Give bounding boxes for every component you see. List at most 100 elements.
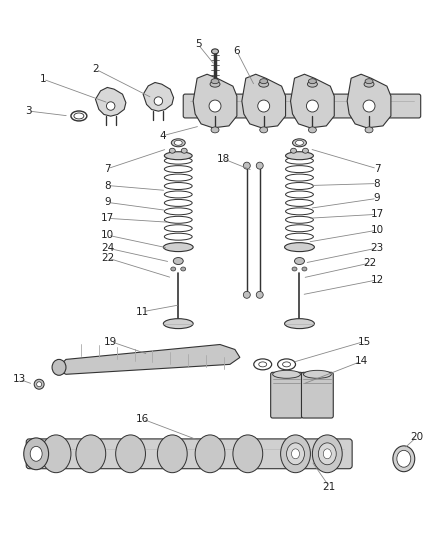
Ellipse shape — [291, 449, 299, 459]
Text: 6: 6 — [233, 46, 240, 56]
Ellipse shape — [309, 79, 316, 84]
Text: 20: 20 — [410, 432, 423, 442]
Ellipse shape — [259, 81, 269, 87]
Ellipse shape — [295, 140, 303, 146]
Polygon shape — [193, 74, 237, 128]
Ellipse shape — [292, 139, 306, 147]
Polygon shape — [242, 74, 285, 128]
Ellipse shape — [154, 97, 163, 106]
Ellipse shape — [273, 370, 301, 378]
Ellipse shape — [37, 382, 42, 387]
Polygon shape — [96, 87, 126, 116]
FancyBboxPatch shape — [183, 94, 421, 118]
Ellipse shape — [173, 257, 183, 264]
Ellipse shape — [363, 100, 375, 112]
Text: 9: 9 — [104, 197, 111, 207]
FancyBboxPatch shape — [26, 439, 352, 469]
Ellipse shape — [174, 140, 182, 146]
Text: 2: 2 — [93, 64, 99, 74]
Ellipse shape — [181, 148, 187, 153]
Ellipse shape — [302, 267, 307, 271]
Text: 15: 15 — [357, 336, 371, 346]
Ellipse shape — [285, 152, 313, 160]
Ellipse shape — [210, 81, 220, 87]
Ellipse shape — [163, 243, 193, 252]
Ellipse shape — [303, 370, 331, 378]
Ellipse shape — [284, 243, 314, 252]
Ellipse shape — [195, 435, 225, 473]
Ellipse shape — [281, 435, 310, 473]
Text: 3: 3 — [25, 106, 31, 116]
Text: 11: 11 — [136, 306, 149, 317]
Ellipse shape — [365, 79, 373, 84]
Ellipse shape — [34, 379, 44, 389]
Ellipse shape — [309, 127, 316, 133]
Text: 24: 24 — [101, 243, 114, 253]
Ellipse shape — [256, 162, 263, 169]
Ellipse shape — [393, 446, 415, 472]
Ellipse shape — [233, 435, 263, 473]
Ellipse shape — [258, 100, 270, 112]
Polygon shape — [143, 83, 173, 111]
Ellipse shape — [308, 81, 317, 87]
Ellipse shape — [74, 113, 84, 119]
Ellipse shape — [116, 435, 146, 473]
Polygon shape — [291, 74, 334, 128]
Ellipse shape — [24, 438, 49, 470]
FancyBboxPatch shape — [271, 373, 302, 418]
Text: 4: 4 — [159, 131, 166, 141]
Text: 19: 19 — [104, 336, 117, 346]
Text: 21: 21 — [323, 482, 336, 491]
Text: 10: 10 — [101, 230, 114, 240]
Text: 8: 8 — [104, 181, 111, 190]
Ellipse shape — [107, 102, 115, 110]
Ellipse shape — [243, 162, 250, 169]
Ellipse shape — [76, 435, 106, 473]
Text: 7: 7 — [374, 164, 380, 174]
Ellipse shape — [169, 148, 175, 153]
Text: 9: 9 — [374, 193, 380, 204]
Text: 22: 22 — [101, 253, 114, 263]
Text: 8: 8 — [374, 179, 380, 189]
Ellipse shape — [209, 100, 221, 112]
Ellipse shape — [212, 49, 218, 54]
Ellipse shape — [52, 359, 66, 375]
Text: 17: 17 — [371, 209, 384, 220]
Ellipse shape — [283, 362, 291, 367]
Text: 18: 18 — [216, 154, 229, 164]
Text: 23: 23 — [371, 243, 384, 253]
FancyBboxPatch shape — [302, 373, 333, 418]
Ellipse shape — [302, 148, 309, 153]
Text: 17: 17 — [101, 213, 114, 223]
Ellipse shape — [211, 79, 219, 84]
Ellipse shape — [312, 435, 342, 473]
Ellipse shape — [397, 450, 411, 467]
Ellipse shape — [163, 319, 193, 329]
Ellipse shape — [287, 443, 305, 465]
Ellipse shape — [211, 127, 219, 133]
Ellipse shape — [243, 292, 250, 298]
Ellipse shape — [365, 127, 373, 133]
Text: 5: 5 — [195, 39, 201, 50]
Ellipse shape — [292, 267, 297, 271]
Text: 7: 7 — [104, 164, 111, 174]
Ellipse shape — [295, 257, 305, 264]
Text: 22: 22 — [364, 258, 377, 268]
Ellipse shape — [364, 81, 374, 87]
Ellipse shape — [30, 446, 42, 461]
Ellipse shape — [256, 292, 263, 298]
Ellipse shape — [291, 148, 296, 153]
Text: 14: 14 — [354, 357, 368, 366]
Polygon shape — [347, 74, 391, 128]
Ellipse shape — [306, 100, 319, 112]
Ellipse shape — [260, 127, 268, 133]
Polygon shape — [56, 344, 240, 374]
Text: 16: 16 — [136, 414, 149, 424]
Text: 1: 1 — [40, 74, 46, 84]
Ellipse shape — [323, 449, 331, 459]
Text: 13: 13 — [13, 374, 26, 384]
Ellipse shape — [260, 79, 268, 84]
Ellipse shape — [171, 139, 185, 147]
Text: 12: 12 — [371, 275, 384, 285]
Ellipse shape — [171, 267, 176, 271]
